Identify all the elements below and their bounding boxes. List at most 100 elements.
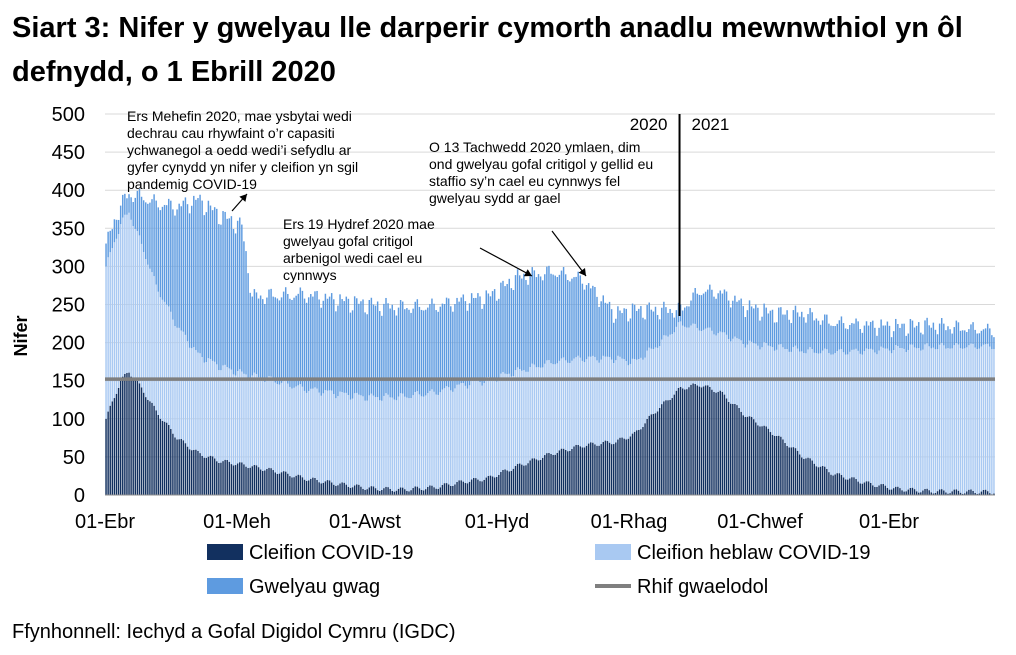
covid-bar [262, 470, 264, 495]
non-covid-bar [264, 381, 266, 471]
covid-bar [184, 443, 187, 495]
covid-bar [709, 386, 711, 495]
non-covid-bar [201, 357, 203, 456]
empty-bed-bar [560, 270, 563, 359]
empty-bed-bar [707, 289, 709, 328]
non-covid-bar [107, 257, 109, 412]
non-covid-bar [485, 377, 488, 478]
non-covid-bar [420, 396, 423, 490]
covid-bar [715, 392, 717, 495]
empty-bed-bar [824, 314, 826, 349]
non-covid-bar [698, 330, 701, 387]
non-covid-bar [558, 360, 561, 451]
non-covid-bar [830, 354, 832, 475]
non-covid-bar [136, 230, 139, 381]
non-covid-bar [186, 341, 189, 447]
empty-bed-bar [395, 315, 398, 401]
non-covid-bar [834, 353, 836, 475]
covid-bar [790, 447, 793, 495]
empty-bed-bar [897, 324, 899, 347]
non-covid-bar [115, 238, 118, 394]
non-covid-bar [631, 358, 634, 434]
covid-bar [218, 462, 220, 495]
covid-bar [723, 394, 726, 495]
empty-bed-bar [508, 278, 510, 374]
covid-bar [147, 399, 149, 495]
non-covid-bar [920, 350, 922, 493]
empty-bed-bar [230, 216, 233, 370]
legend-label: Gwelyau gwag [249, 576, 380, 598]
empty-bed-bar [554, 275, 556, 365]
non-covid-bar [218, 370, 220, 463]
empty-bed-bar [732, 300, 734, 339]
covid-bar [512, 468, 515, 495]
non-covid-bar [345, 392, 348, 485]
non-covid-bar [824, 348, 826, 467]
covid-bar [381, 490, 383, 495]
covid-bar [567, 451, 569, 495]
non-covid-bar [598, 362, 600, 446]
empty-bed-bar [780, 307, 782, 345]
empty-bed-bar [161, 206, 164, 300]
empty-bed-bar [786, 310, 788, 350]
empty-bed-bar [145, 202, 147, 260]
covid-bar [153, 405, 155, 495]
non-covid-bar [790, 351, 793, 448]
empty-bed-bar [612, 322, 615, 364]
non-covid-bar [508, 373, 510, 472]
empty-bed-bar [314, 291, 316, 388]
non-covid-bar [326, 390, 329, 481]
empty-bed-bar [863, 325, 866, 352]
empty-bed-bar [458, 301, 460, 385]
covid-bar [207, 456, 210, 495]
empty-bed-bar [209, 205, 212, 360]
empty-bed-bar [437, 311, 439, 395]
empty-bed-bar [126, 198, 128, 215]
covid-bar [897, 486, 899, 495]
empty-bed-bar [479, 296, 481, 383]
non-covid-bar [356, 392, 358, 485]
non-covid-bar [798, 351, 801, 455]
empty-bed-bar [132, 201, 134, 227]
covid-bar [792, 447, 795, 495]
non-covid-bar [427, 393, 429, 487]
empty-bed-bar [938, 323, 941, 345]
covid-bar [569, 450, 571, 495]
non-covid-bar [228, 368, 231, 462]
covid-bar [608, 442, 611, 495]
non-covid-bar [909, 344, 912, 488]
covid-bar [182, 440, 185, 495]
covid-bar [383, 488, 385, 495]
covid-bar [640, 429, 642, 495]
empty-bed-bar [450, 306, 452, 391]
covid-bar [278, 473, 281, 495]
covid-bar [477, 479, 479, 495]
non-covid-bar [579, 357, 582, 447]
covid-bar [963, 493, 966, 495]
non-covid-bar [464, 385, 467, 484]
covid-bar [669, 399, 671, 495]
empty-bed-bar [828, 323, 830, 354]
covid-bar [711, 389, 713, 495]
covid-bar [416, 486, 419, 495]
covid-bar [899, 488, 901, 495]
non-covid-bar [863, 351, 866, 483]
non-covid-bar [583, 362, 586, 448]
covid-bar [422, 490, 425, 495]
non-covid-bar [953, 345, 955, 490]
non-covid-bar [241, 371, 243, 463]
non-covid-bar [266, 379, 268, 469]
covid-bar [596, 445, 598, 495]
covid-bar [867, 481, 870, 495]
non-covid-bar [328, 390, 331, 481]
covid-bar [552, 454, 554, 495]
covid-bar [882, 484, 884, 495]
non-covid-bar [707, 327, 709, 386]
empty-bed-bar [771, 309, 774, 348]
y-tick-label: 350 [52, 218, 85, 240]
non-covid-bar [504, 373, 506, 470]
non-covid-bar [704, 328, 707, 386]
covid-bar [895, 486, 897, 495]
covid-bar [558, 450, 561, 495]
non-covid-bar [886, 348, 889, 488]
